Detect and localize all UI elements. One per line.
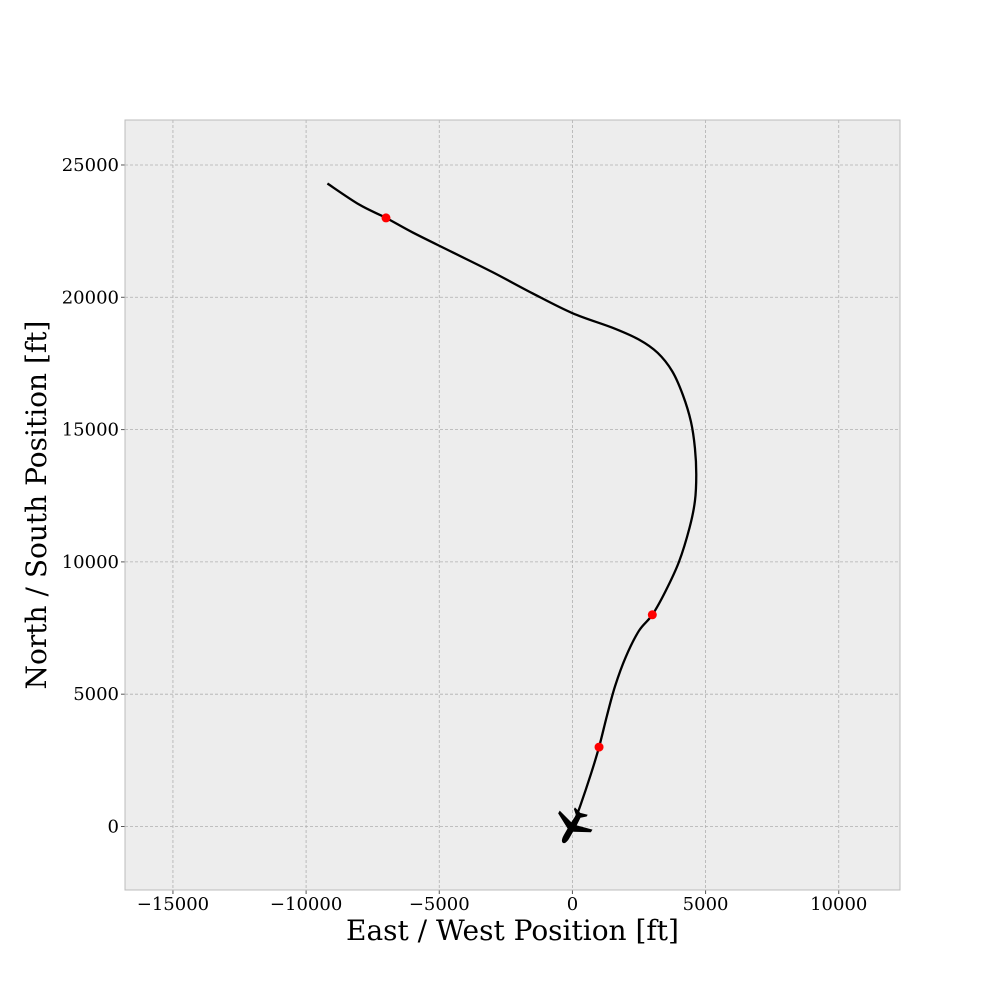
x-tick-label: 5000 [683,894,729,915]
x-tick-label: −5000 [409,894,470,915]
airplane-shape [558,807,593,844]
x-tick-label: 10000 [810,894,867,915]
x-tick-label: 0 [567,894,578,915]
y-tick-label: 5000 [73,684,119,705]
grid [125,120,900,890]
x-axis-title: East / West Position [ft] [346,914,679,947]
plot-frame [124,119,901,891]
airplane-icon [558,807,593,844]
y-tick-label: 15000 [62,420,119,441]
y-tick-label: 25000 [62,155,119,176]
trajectory-line [326,182,698,827]
waypoint-markers [381,213,657,752]
x-tick-label: −15000 [137,894,209,915]
waypoint-marker [381,213,391,223]
y-tick-label: 20000 [62,287,119,308]
waypoint-marker [647,610,657,620]
y-tick-label: 10000 [62,552,119,573]
x-tick-label: −10000 [270,894,342,915]
y-axis-title: North / South Position [ft] [20,321,53,690]
waypoint-marker [594,742,604,752]
axis-ticks: −15000 −10000 −5000 0 5000 10000 0 5000 10000 150… [62,155,868,915]
y-tick-label: 0 [108,816,119,837]
plot-background [125,120,900,890]
